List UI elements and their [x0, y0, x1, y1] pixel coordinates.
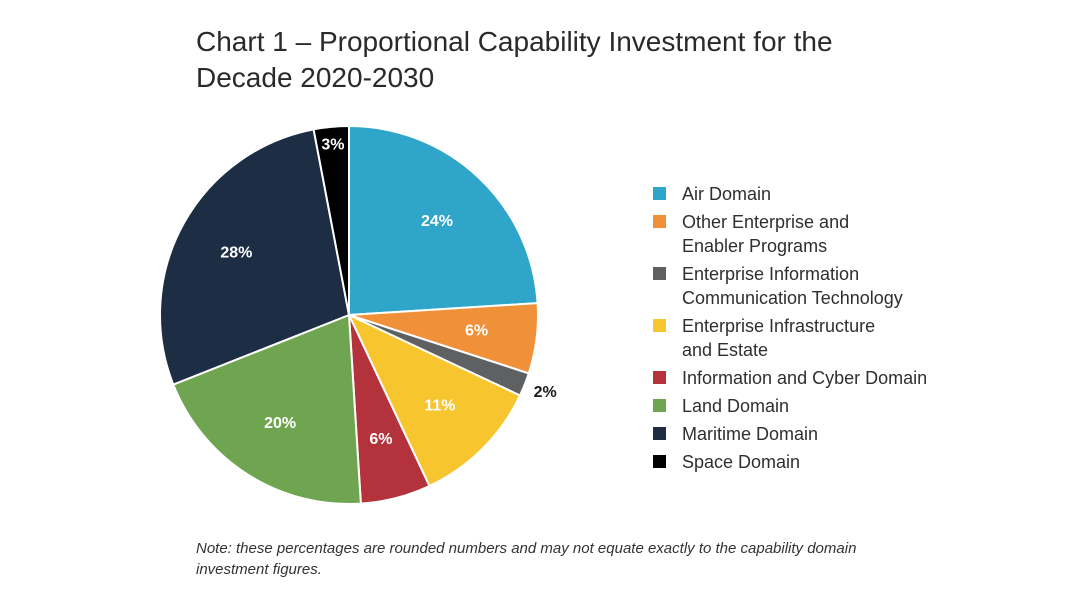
pie-slice-label: 28%: [220, 245, 252, 262]
pie-slice-space-domain: [312, 124, 350, 316]
legend-item: Land Domain: [653, 394, 963, 418]
legend-label: Information and Cyber Domain: [682, 368, 928, 388]
legend-swatch: [653, 267, 666, 280]
legend-swatch: [653, 371, 666, 384]
pie-slice-air-domain: [348, 124, 539, 317]
legend-item: Information and Cyber Domain: [653, 366, 963, 390]
pie-slice-enterprise-infrastructure-and-estate: [346, 312, 522, 488]
legend-item: Enterprise Information Communication Tec…: [653, 262, 963, 310]
pie-slice-label: 11%: [424, 397, 455, 414]
legend-item: Air Domain: [653, 182, 963, 206]
legend-label: Space Domain: [682, 452, 801, 472]
legend-item: Maritime Domain: [653, 422, 963, 446]
legend-swatch: [653, 187, 666, 200]
legend-label: Enterprise Infrastructure and Estate: [682, 316, 876, 360]
chart-title-line-2: Decade 2020-2030: [196, 62, 435, 93]
footnote: Note: these percentages are rounded numb…: [196, 540, 857, 578]
legend-label: Maritime Domain: [682, 424, 819, 444]
legend-label: Air Domain: [682, 184, 772, 204]
legend-swatch: [653, 215, 666, 228]
legend-label: Enterprise Information Communication Tec…: [682, 264, 903, 308]
legend-label: Land Domain: [682, 396, 790, 416]
pie-slice-label: 24%: [421, 213, 453, 230]
pie-slice-label: 6%: [369, 431, 392, 448]
pie-slice-maritime-domain: [159, 128, 351, 386]
legend-swatch: [653, 455, 666, 468]
legend-swatch: [653, 319, 666, 332]
legend-label: Other Enterprise and Enabler Programs: [682, 212, 850, 256]
chart-title: Chart 1 – Proportional Capability Invest…: [196, 24, 833, 96]
pie-slice-land-domain: [171, 313, 362, 505]
pie-slice-label: 20%: [264, 415, 296, 432]
pie-slice-label: 2%: [534, 384, 557, 401]
legend-item: Space Domain: [653, 450, 963, 474]
chart-title-line-1: Chart 1 – Proportional Capability Invest…: [196, 26, 833, 57]
pie-slice-label: 3%: [321, 136, 344, 153]
legend-swatch: [653, 399, 666, 412]
legend-item: Enterprise Infrastructure and Estate: [653, 314, 963, 362]
legend-swatch: [653, 427, 666, 440]
legend-item: Other Enterprise and Enabler Programs: [653, 210, 963, 258]
legend: Air Domain Other Enterprise and Enabler P…: [653, 182, 963, 478]
pie-slice-label: 6%: [465, 323, 488, 340]
